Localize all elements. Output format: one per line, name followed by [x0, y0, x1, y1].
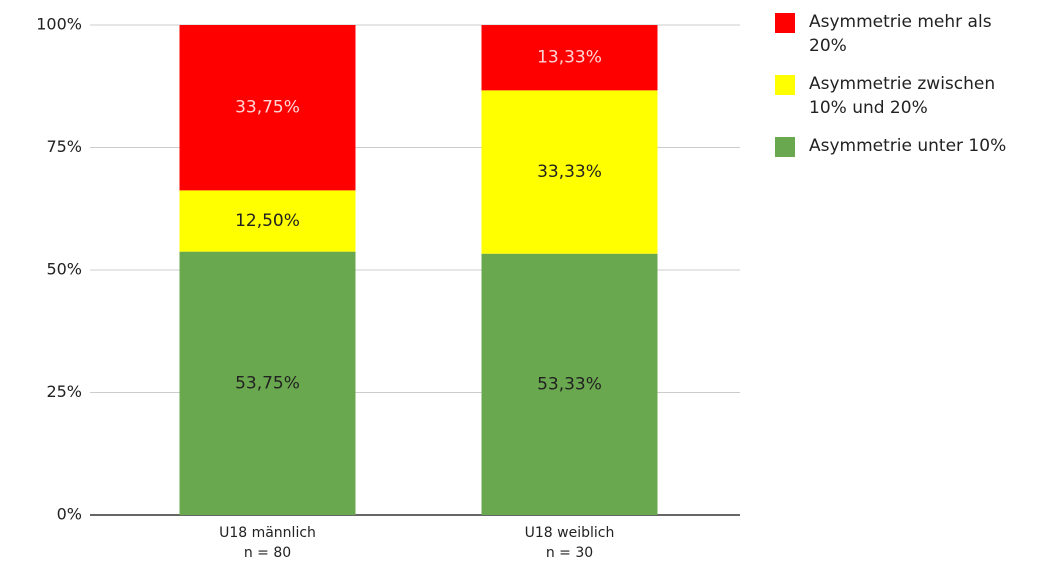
bar-segment	[481, 90, 658, 254]
y-tick-label: 50%	[46, 260, 82, 279]
legend-label: Asymmetrie mehr als 20%	[809, 12, 992, 56]
x-tick-note: n = 80	[244, 545, 291, 561]
legend-swatch	[775, 137, 795, 157]
legend-item: Asymmetrie zwischen 10% und 20%	[775, 72, 1035, 120]
legend-swatch	[775, 75, 795, 95]
x-tick-note: n = 30	[546, 545, 593, 561]
legend: Asymmetrie mehr als 20% Asymmetrie zwisch…	[775, 10, 1035, 172]
legend-item: Asymmetrie mehr als 20%	[775, 10, 1035, 58]
chart: 0% 25% 50% 75% 100% U18 männlich n = 80 53,75% 1…	[36, 15, 740, 561]
bar-segment	[179, 251, 356, 515]
bar-segment	[481, 253, 658, 516]
data-label: 33,33%	[537, 162, 602, 182]
legend-swatch	[775, 13, 795, 33]
bar-segment	[179, 190, 356, 252]
legend-label: Asymmetrie zwischen 10% und 20%	[809, 74, 996, 118]
data-label: 53,33%	[537, 374, 602, 394]
data-label: 53,75%	[235, 373, 300, 393]
y-tick-label: 25%	[46, 382, 82, 401]
x-tick-label: U18 männlich	[219, 525, 316, 541]
data-label: 12,50%	[235, 211, 300, 231]
x-tick-label: U18 weiblich	[525, 525, 615, 541]
y-tick-label: 75%	[46, 137, 82, 156]
bar-segment	[481, 25, 658, 91]
data-label: 13,33%	[537, 48, 602, 68]
legend-item: Asymmetrie unter 10%	[775, 134, 1035, 158]
y-tick-label: 100%	[36, 15, 82, 34]
legend-label: Asymmetrie unter 10%	[809, 136, 1007, 156]
data-label: 33,75%	[235, 98, 300, 118]
y-tick-label: 0%	[57, 505, 82, 524]
bar-segment	[179, 25, 356, 191]
